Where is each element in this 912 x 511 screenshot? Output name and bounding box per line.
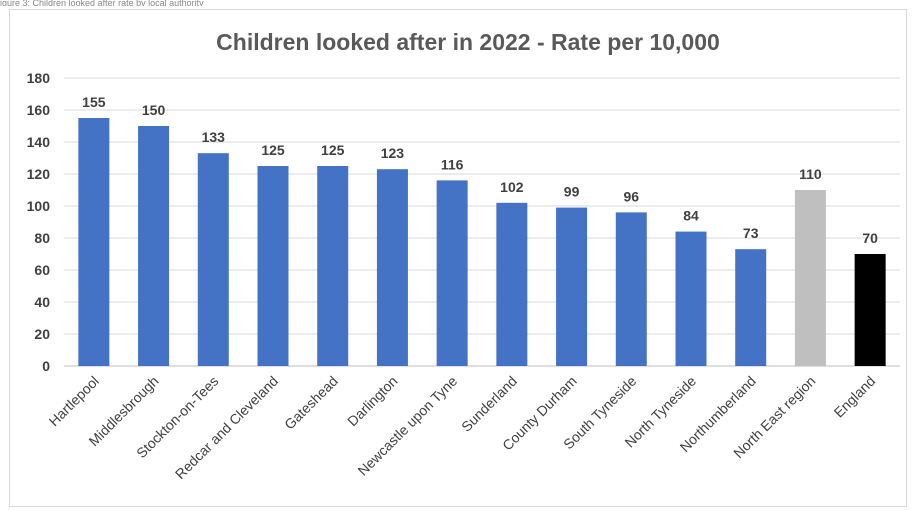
data-label: 155: [82, 94, 106, 110]
y-tick-label: 60: [34, 262, 50, 278]
y-tick-label: 160: [27, 102, 51, 118]
data-label: 116: [441, 156, 464, 172]
data-label: 150: [142, 102, 166, 118]
bar: [556, 207, 588, 366]
data-label: 84: [683, 208, 699, 224]
x-tick-label: England: [831, 373, 879, 421]
data-label: 102: [500, 179, 524, 195]
y-tick-label: 40: [34, 294, 50, 310]
data-label: 96: [623, 188, 639, 204]
gridlines: [64, 77, 900, 367]
bar: [735, 249, 767, 366]
bar: [794, 190, 826, 366]
data-label: 110: [799, 166, 822, 182]
chart-title: Children looked after in 2022 - Rate per…: [216, 29, 720, 55]
caption-fragment: igure 3: Children looked after rate by l…: [0, 0, 204, 6]
bar: [615, 212, 647, 366]
x-tick-label: Newcastle upon Tyne: [354, 373, 460, 479]
y-tick-label: 140: [27, 134, 51, 150]
bar: [436, 180, 468, 366]
bars: [78, 118, 886, 366]
x-tick-label: Redcar and Cleveland: [172, 373, 281, 482]
bar: [376, 169, 408, 366]
y-axis-ticks: 0 20 40 60 80 100 120 140 160 180: [27, 70, 51, 374]
data-label: 125: [321, 142, 345, 158]
bar: [78, 118, 110, 366]
x-tick-label: Gateshead: [281, 373, 341, 433]
bar: [257, 166, 289, 366]
y-tick-label: 0: [42, 358, 50, 374]
data-label: 123: [381, 145, 405, 161]
data-label: 125: [261, 142, 285, 158]
data-label: 99: [564, 184, 580, 200]
x-axis-ticks: HartlepoolMiddlesbroughStockton-on-TeesR…: [46, 373, 879, 482]
bar: [317, 166, 349, 366]
y-tick-label: 120: [27, 166, 51, 182]
bar: [496, 202, 528, 366]
y-tick-label: 80: [34, 230, 50, 246]
data-label: 133: [202, 129, 226, 145]
y-tick-label: 180: [27, 70, 51, 86]
y-tick-label: 20: [34, 326, 50, 342]
x-tick-label: Sunderland: [458, 373, 520, 435]
data-label: 70: [862, 230, 878, 246]
y-tick-label: 100: [27, 198, 51, 214]
bar: [197, 153, 229, 366]
data-label: 73: [743, 225, 759, 241]
data-labels: 155 150 133 125 125 123 116 102 99 96 84 73 110 70: [82, 94, 878, 246]
bar: [854, 254, 886, 366]
bar: [675, 231, 707, 366]
x-tick-label: Hartlepool: [46, 373, 102, 429]
x-tick-label: Darlington: [344, 373, 400, 429]
bar: [138, 126, 170, 366]
